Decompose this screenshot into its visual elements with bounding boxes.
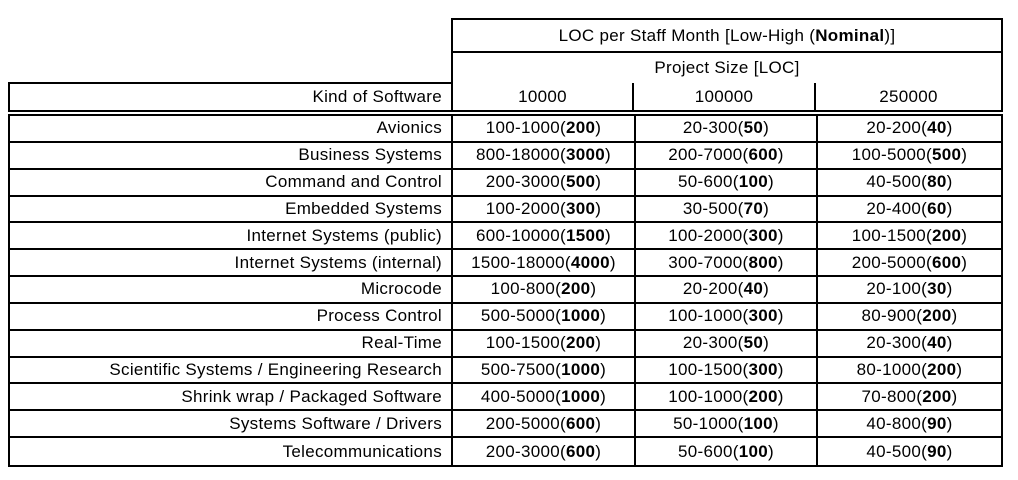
table-title-text: LOC per Staff Month [Low-High ( [558,25,816,45]
header-separator-double-rule [8,110,1003,116]
value-cell-100000: 100-1000(300) [636,303,818,331]
row-label: Scientific Systems / Engineering Researc… [10,357,453,385]
value-cell-100000: 20-300(50) [636,330,818,358]
table-row: Internet Systems (internal) 1500-18000(4… [10,250,1003,278]
table-header-block: LOC per Staff Month [Low-High (Nominal)]… [451,18,1003,110]
value-cell-250000: 40-500(80) [818,169,1003,197]
table-title-suffix: )] [884,25,896,45]
table-title: LOC per Staff Month [Low-High (Nominal)] [453,20,1001,53]
table-row: Telecommunications 200-3000(600) 50-600(… [10,438,1003,465]
row-label: Embedded Systems [10,196,453,224]
value-cell-100000: 50-600(100) [636,169,818,197]
table-body: Avionics 100-1000(200) 20-300(50) 20-200… [8,116,1003,467]
value-cell-250000: 20-100(30) [818,277,1003,304]
value-cell-100000: 100-1000(200) [636,384,818,412]
value-cell-10000: 200-3000(500) [453,169,636,197]
value-cell-10000: 100-2000(300) [453,196,636,224]
value-cell-100000: 100-1500(300) [636,357,818,385]
value-cell-100000: 30-500(70) [636,196,818,224]
value-cell-100000: 50-1000(100) [636,411,818,439]
row-label: Process Control [10,303,453,331]
table-row: Shrink wrap / Packaged Software 400-5000… [10,384,1003,412]
value-cell-10000: 500-7500(1000) [453,357,636,385]
value-cell-10000: 100-800(200) [453,277,636,304]
value-cell-100000: 300-7000(800) [636,250,818,278]
row-label: Avionics [10,116,453,143]
value-cell-10000: 1500-18000(4000) [453,250,636,278]
table-row: Process Control 500-5000(1000) 100-1000(… [10,303,1003,331]
table-row: Scientific Systems / Engineering Researc… [10,357,1003,385]
value-cell-100000: 100-2000(300) [636,223,818,251]
column-headers-row: 10000 100000 250000 [453,83,1001,110]
table-row: Microcode 100-800(200) 20-200(40) 20-100… [10,277,1003,304]
table-row: Embedded Systems 100-2000(300) 30-500(70… [10,196,1003,224]
value-cell-250000: 40-800(90) [818,411,1003,439]
project-size-header: Project Size [LOC] [654,58,800,77]
table-row: Internet Systems (public) 600-10000(1500… [10,223,1003,251]
row-label: Command and Control [10,169,453,197]
row-label: Systems Software / Drivers [10,411,453,439]
value-cell-10000: 600-10000(1500) [453,223,636,251]
value-cell-10000: 100-1000(200) [453,116,636,143]
row-label: Shrink wrap / Packaged Software [10,384,453,412]
value-cell-100000: 20-200(40) [636,277,818,304]
row-label: Telecommunications [10,438,453,465]
value-cell-100000: 200-7000(600) [636,142,818,170]
value-cell-10000: 200-5000(600) [453,411,636,439]
value-cell-250000: 80-900(200) [818,303,1003,331]
row-label: Business Systems [10,142,453,170]
value-cell-10000: 500-5000(1000) [453,303,636,331]
value-cell-100000: 50-600(100) [636,438,818,465]
table-title-bold: Nominal [815,25,885,45]
value-cell-250000: 100-1500(200) [818,223,1003,251]
value-cell-250000: 20-300(40) [818,330,1003,358]
row-label: Real-Time [10,330,453,358]
value-cell-100000: 20-300(50) [636,116,818,143]
value-cell-250000: 40-500(90) [818,438,1003,465]
row-label: Internet Systems (internal) [10,250,453,278]
table-row: Business Systems 800-18000(3000) 200-700… [10,142,1003,170]
value-cell-250000: 80-1000(200) [818,357,1003,385]
value-cell-10000: 100-1500(200) [453,330,636,358]
column-header-100000: 100000 [634,83,816,110]
kind-of-software-header: Kind of Software [8,82,451,110]
column-header-10000: 10000 [453,83,634,110]
value-cell-10000: 800-18000(3000) [453,142,636,170]
row-label: Internet Systems (public) [10,223,453,251]
table-row: Command and Control 200-3000(500) 50-600… [10,169,1003,197]
table-row: Real-Time 100-1500(200) 20-300(50) 20-30… [10,330,1003,358]
value-cell-10000: 400-5000(1000) [453,384,636,412]
value-cell-250000: 20-400(60) [818,196,1003,224]
column-header-250000: 250000 [879,86,938,106]
table-row: Systems Software / Drivers 200-5000(600)… [10,411,1003,439]
value-cell-250000: 20-200(40) [818,116,1003,143]
value-cell-250000: 70-800(200) [818,384,1003,412]
value-cell-250000: 100-5000(500) [818,142,1003,170]
row-label: Microcode [10,277,453,304]
table-row: Avionics 100-1000(200) 20-300(50) 20-200… [10,116,1003,143]
value-cell-250000: 200-5000(600) [818,250,1003,278]
value-cell-10000: 200-3000(600) [453,438,636,465]
